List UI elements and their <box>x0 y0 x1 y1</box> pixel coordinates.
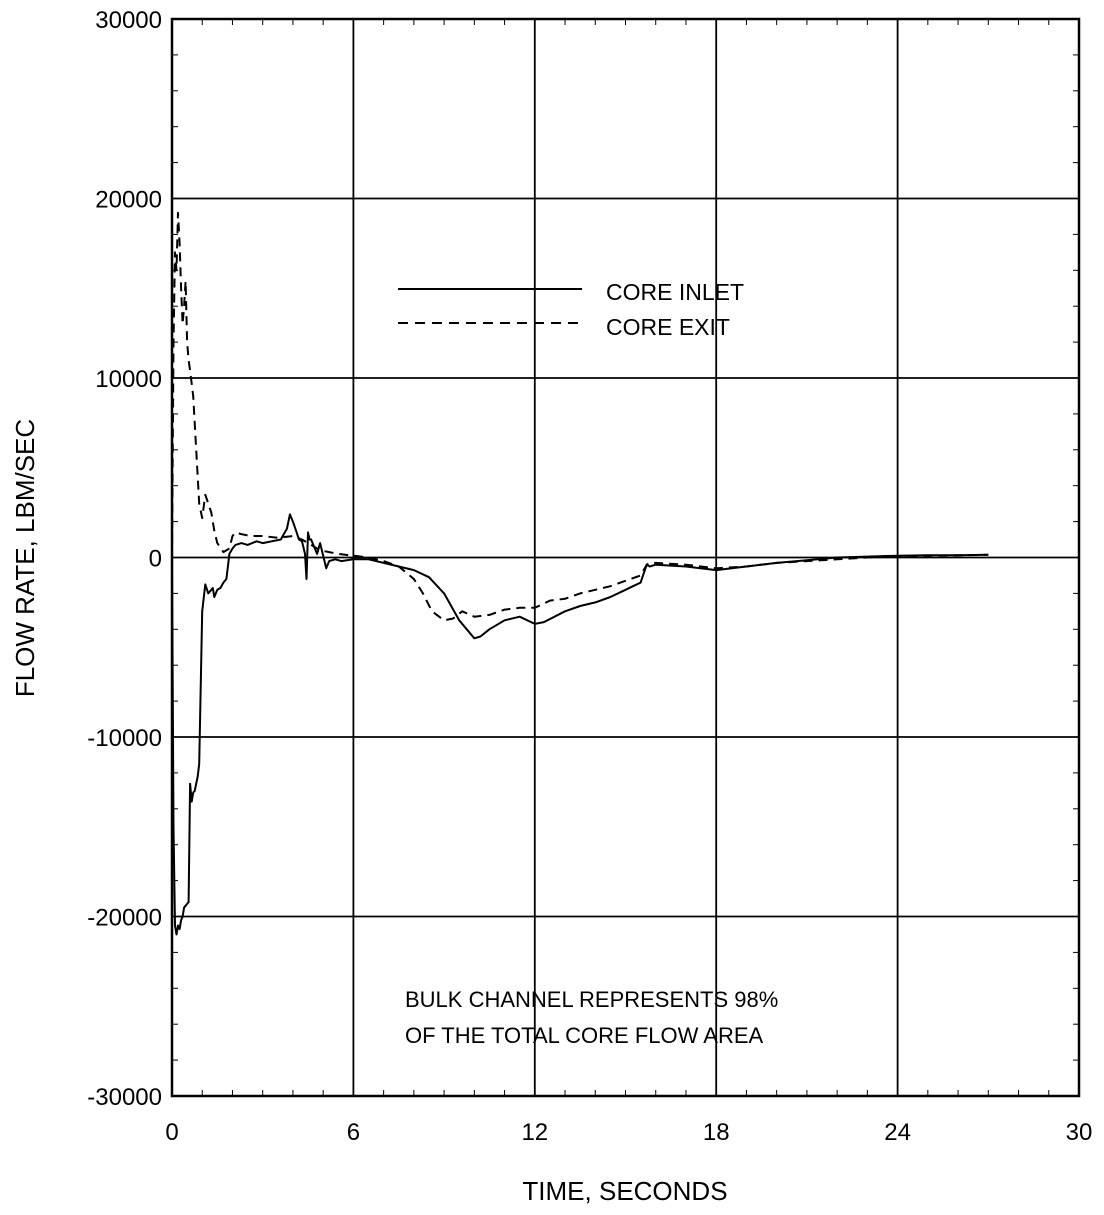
tick-labels: 0 6 12 18 24 30 30000 20000 10000 0 -10000 -20000 -3… <box>87 7 1092 1146</box>
y-tick-label: 0 <box>149 546 162 573</box>
legend-label-core-inlet: CORE INLET <box>606 279 744 305</box>
y-axis-title: FLOW RATE, LBM/SEC <box>10 419 40 697</box>
y-tick-label: -30000 <box>87 1084 162 1111</box>
legend-label-core-exit: CORE EXIT <box>606 314 730 340</box>
y-tick-label: 30000 <box>95 7 162 34</box>
x-tick-label: 12 <box>521 1119 548 1146</box>
x-tick-label: 30 <box>1066 1119 1093 1146</box>
legend: CORE INLET CORE EXIT <box>398 279 744 340</box>
x-tick-label: 18 <box>703 1119 730 1146</box>
x-tick-label: 6 <box>347 1119 360 1146</box>
y-tick-label: 10000 <box>95 366 162 393</box>
y-tick-label: 20000 <box>95 187 162 214</box>
y-tick-label: -10000 <box>87 725 162 752</box>
series-lines <box>171 211 989 936</box>
annotation-line-1: BULK CHANNEL REPRESENTS 98% <box>405 987 778 1012</box>
annotation-line-2: OF THE TOTAL CORE FLOW AREA <box>405 1023 764 1048</box>
x-axis-title: TIME, SECONDS <box>522 1176 727 1206</box>
x-tick-label: 24 <box>884 1119 911 1146</box>
x-tick-label: 0 <box>165 1119 178 1146</box>
annotation: BULK CHANNEL REPRESENTS 98% OF THE TOTAL… <box>405 987 778 1048</box>
y-tick-label: -20000 <box>87 905 162 932</box>
series-line-core-inlet <box>171 513 989 936</box>
series-line-core-exit <box>171 211 989 622</box>
